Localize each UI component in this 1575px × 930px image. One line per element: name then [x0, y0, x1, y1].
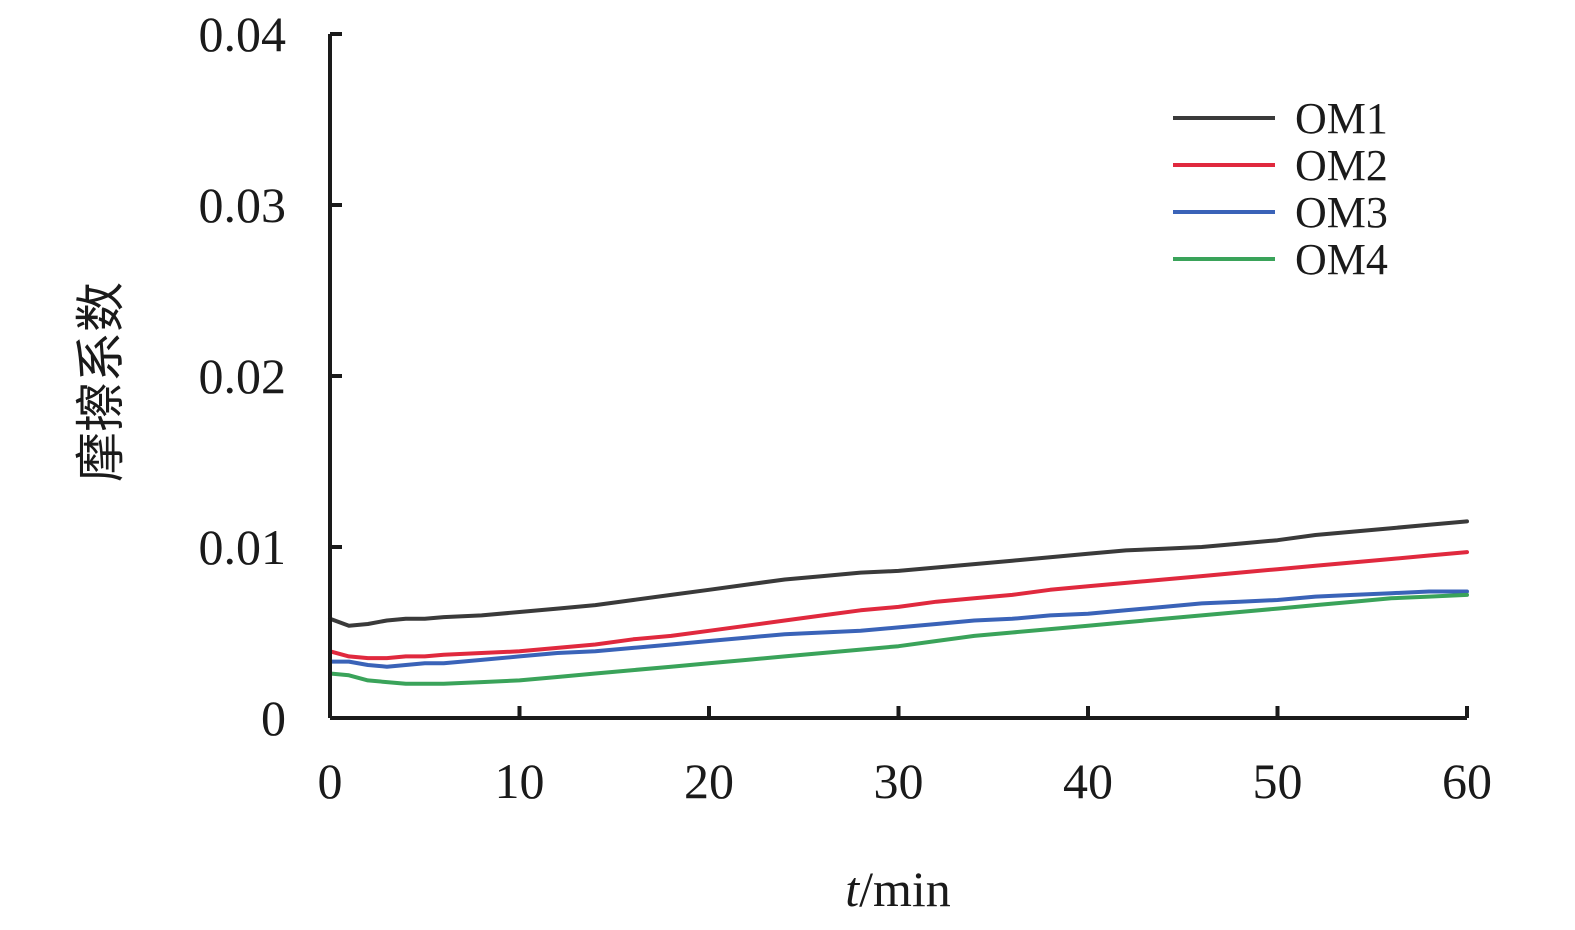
legend-label-om4: OM4 — [1295, 235, 1388, 284]
x-axis-title: t/min — [845, 861, 951, 917]
series-line-om2 — [328, 550, 1469, 661]
x-axis-title-unit: /min — [859, 861, 951, 917]
y-tick-label: 0.04 — [199, 6, 287, 62]
axes-group: 0 0.01 0.02 0.03 0.04 0 10 20 30 40 50 60 — [199, 6, 1493, 809]
y-axis-title: 摩擦系数 — [73, 282, 129, 482]
x-tick-label: 60 — [1442, 753, 1492, 809]
x-tick-label: 50 — [1253, 753, 1303, 809]
y-tick-label: 0.02 — [199, 348, 287, 404]
series-group — [328, 519, 1469, 686]
series-line-om4 — [328, 592, 1469, 686]
y-tick-label: 0.01 — [199, 519, 287, 575]
y-tick-label: 0 — [261, 690, 286, 746]
x-tick-label: 0 — [318, 753, 343, 809]
x-axis-title-variable: t — [845, 861, 860, 917]
y-tick-label: 0.03 — [199, 177, 287, 233]
legend-label-om2: OM2 — [1295, 141, 1388, 190]
x-tick-label: 40 — [1063, 753, 1113, 809]
legend-label-om3: OM3 — [1295, 188, 1388, 237]
x-tick-label: 10 — [495, 753, 545, 809]
series-line-om3 — [328, 589, 1469, 669]
x-tick-label: 30 — [874, 753, 924, 809]
x-tick-label: 20 — [684, 753, 734, 809]
legend-label-om1: OM1 — [1295, 94, 1388, 143]
series-line-om1 — [328, 519, 1469, 628]
